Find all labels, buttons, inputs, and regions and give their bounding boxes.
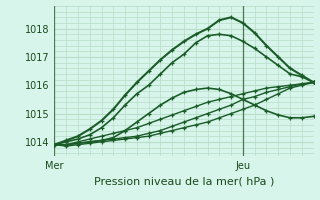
X-axis label: Pression niveau de la mer( hPa ): Pression niveau de la mer( hPa ) [94,176,274,186]
